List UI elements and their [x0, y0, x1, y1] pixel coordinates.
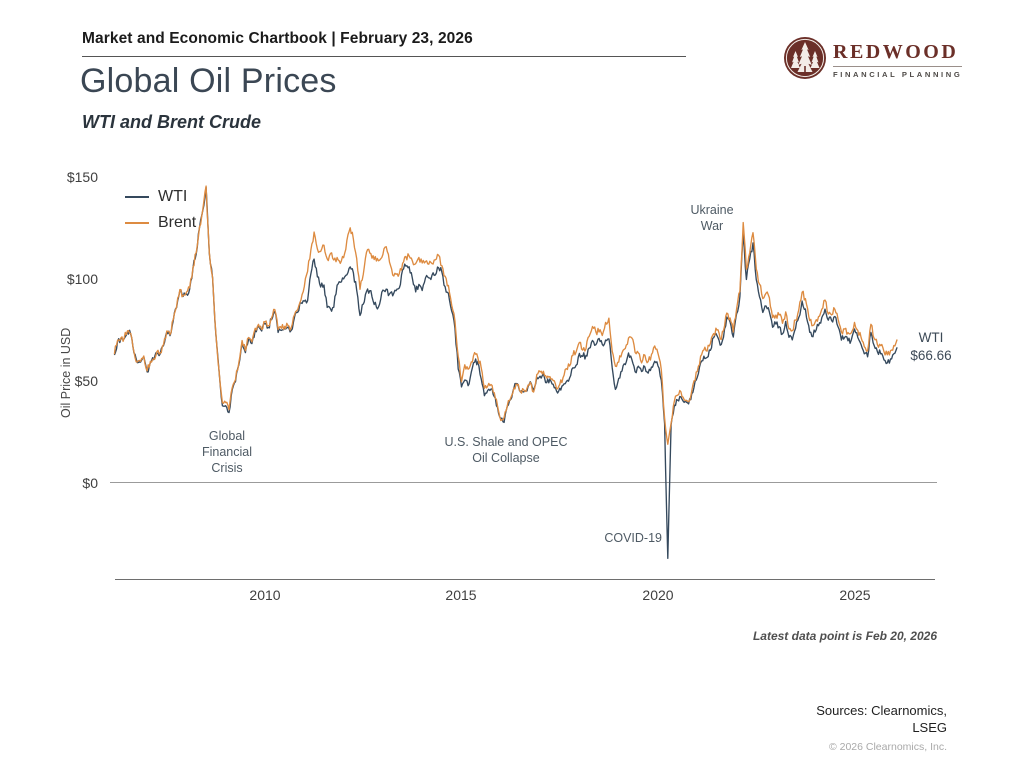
latest-data-footnote: Latest data point is Feb 20, 2026 [752, 629, 937, 643]
zero-gridline [110, 482, 937, 483]
annotation-ukraine-war: Ukraine War [690, 203, 734, 233]
y-tick-0: $0 [82, 475, 98, 491]
x-tick-2025: 2025 [839, 587, 871, 603]
x-axis-line [115, 579, 935, 580]
x-tick-2010: 2010 [249, 587, 281, 603]
y-tick-150: $150 [66, 169, 98, 185]
annotation-global-financial-crisis: Global Financial Crisis [201, 429, 253, 475]
x-tick-2020: 2020 [642, 587, 674, 603]
company-logo: REDWOOD FINANCIAL PLANNING [783, 36, 963, 85]
x-tick-2015: 2015 [445, 587, 477, 603]
y-tick-100: $100 [66, 271, 98, 287]
redwood-trees-icon [783, 36, 827, 85]
legend-item-brent: Brent [125, 210, 196, 236]
logo-name: REDWOOD [833, 41, 959, 63]
sources-line1: Sources: Clearnomics, [816, 703, 947, 718]
sources-block: Sources: Clearnomics, LSEG © 2026 Clearn… [816, 703, 947, 756]
legend-item-wti: WTI [125, 184, 196, 210]
y-tick-50: $50 [74, 373, 98, 389]
legend-label-brent: Brent [158, 214, 197, 231]
sources-line2: LSEG [912, 719, 947, 735]
header-divider [82, 56, 686, 57]
y-axis-title: Oil Price in USD [59, 327, 73, 418]
wti-line-swatch [125, 195, 149, 199]
annotation-shale-opec: U.S. Shale and OPEC Oil Collapse [444, 435, 568, 465]
report-header: Market and Economic Chartbook | February… [82, 30, 473, 47]
logo-wordmark: REDWOOD FINANCIAL PLANNING [833, 41, 963, 79]
chart-legend: WTI Brent [125, 184, 196, 236]
logo-tagline: FINANCIAL PLANNING [833, 66, 963, 79]
copyright: © 2026 Clearnomics, Inc. [828, 741, 947, 753]
annotation-covid-19: COVID-19 [604, 531, 662, 545]
legend-label-wti: WTI [158, 188, 188, 205]
page-subtitle: WTI and Brent Crude [82, 112, 261, 132]
brent-line-swatch [125, 221, 149, 225]
last-point-label: WTI $66.66 [910, 330, 952, 363]
page-title: Global Oil Prices [80, 62, 337, 100]
